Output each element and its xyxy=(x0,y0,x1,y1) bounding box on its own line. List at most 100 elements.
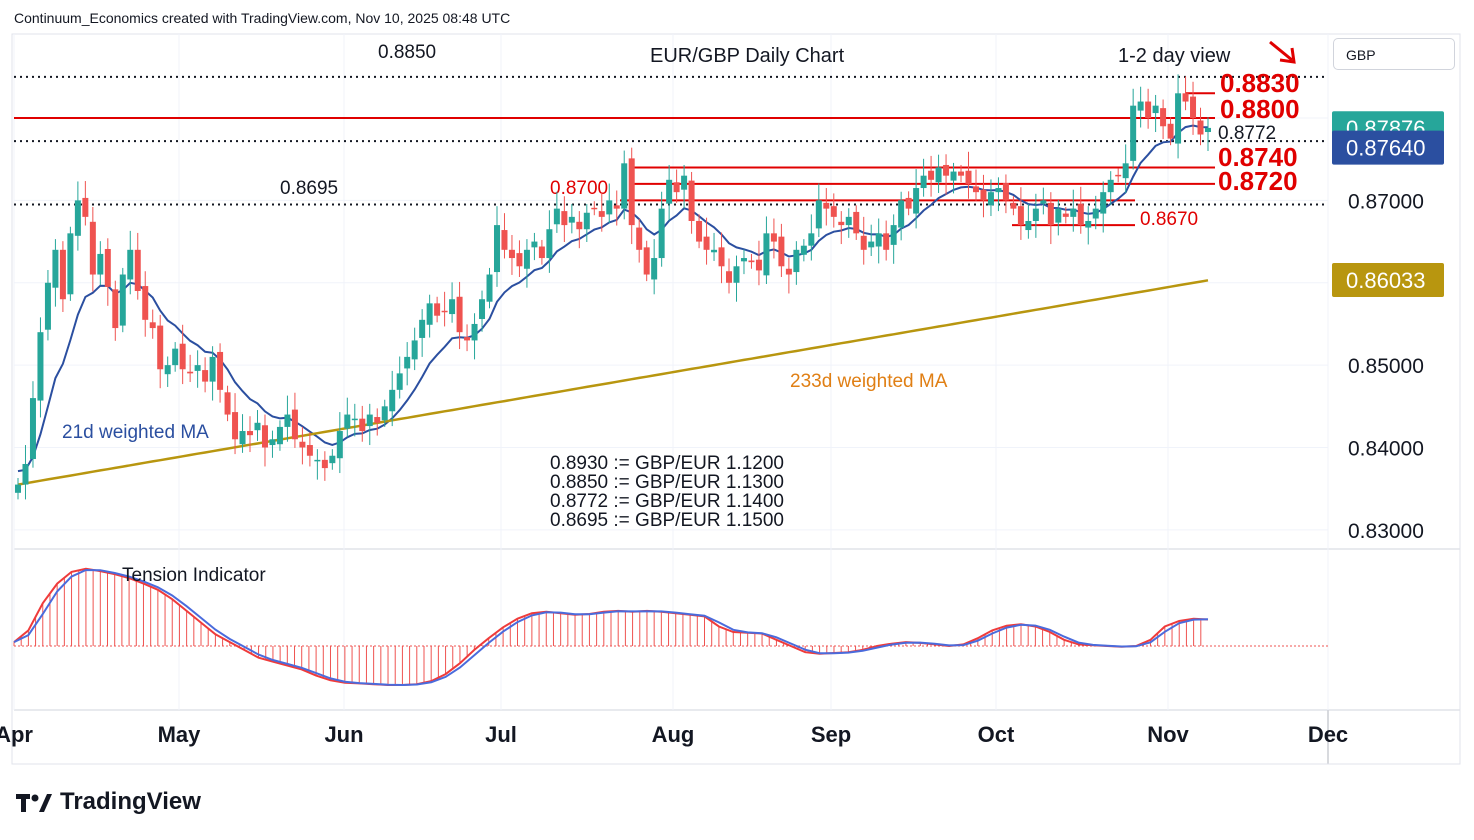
candle-body xyxy=(845,216,852,226)
candle-body xyxy=(928,170,935,180)
candle-body xyxy=(1107,179,1114,193)
candle-body xyxy=(344,414,351,429)
candle-body xyxy=(172,348,179,366)
brand-name: TradingView xyxy=(60,788,201,815)
candle-body xyxy=(523,249,530,269)
candle-body xyxy=(464,337,471,341)
candle-body xyxy=(119,274,126,326)
indicator-label: Tension Indicator xyxy=(122,565,266,586)
candle-body xyxy=(621,163,628,209)
ma233-label: 233d weighted MA xyxy=(790,371,948,392)
candle-body xyxy=(149,322,156,329)
candle-body xyxy=(666,179,673,204)
candle-body xyxy=(905,197,912,209)
candle-body xyxy=(576,221,583,230)
level-label: 0.8700 xyxy=(550,178,608,199)
conversion-note-2: 0.8850 := GBP/EUR 1.1300 xyxy=(550,472,784,493)
candle-body xyxy=(688,180,695,221)
candle-body xyxy=(785,268,792,275)
candle-body xyxy=(980,189,987,201)
candle-body xyxy=(1002,183,1009,201)
candle-body xyxy=(261,425,268,448)
candle-body xyxy=(44,282,51,330)
candle-body xyxy=(995,188,1002,193)
candle-body xyxy=(972,186,979,193)
price-tick-label: 0.87000 xyxy=(1348,190,1424,213)
candle-body xyxy=(591,207,598,210)
candle-body xyxy=(830,206,837,217)
level-label: 0.8772 xyxy=(1218,123,1276,144)
candle-body xyxy=(157,325,164,370)
candle-body xyxy=(1040,200,1047,204)
candle-body xyxy=(628,158,635,226)
candle-body xyxy=(1085,220,1092,228)
candle-body xyxy=(1137,101,1144,111)
candle-body xyxy=(838,221,845,226)
candle-body xyxy=(546,229,553,259)
candle-body xyxy=(194,365,201,371)
candle-body xyxy=(1182,93,1189,102)
level-label: 0.8830 xyxy=(1220,68,1300,98)
month-label: Jun xyxy=(324,722,363,747)
candle-body xyxy=(67,233,74,295)
chart-subtitle: 1-2 day view xyxy=(1118,45,1231,67)
candle-body xyxy=(396,373,403,390)
candle-body xyxy=(868,241,875,248)
level-label: 0.8670 xyxy=(1140,209,1198,230)
price-badge-ma21: 0.87640 xyxy=(1332,130,1444,165)
candle-body xyxy=(232,412,239,440)
conversion-note-3: 0.8772 := GBP/EUR 1.1400 xyxy=(550,491,784,512)
candle-body xyxy=(127,249,134,280)
candle-body xyxy=(89,221,96,275)
level-label: 0.8740 xyxy=(1218,142,1298,172)
month-label: Jul xyxy=(485,722,517,747)
candle-body xyxy=(763,233,770,276)
candle-body xyxy=(321,459,328,469)
candle-body xyxy=(508,249,515,259)
price-tick-label: 0.84000 xyxy=(1348,438,1424,461)
currency-selector[interactable]: GBP xyxy=(1333,38,1455,70)
candle-body xyxy=(718,247,725,267)
level-label: 0.8695 xyxy=(280,178,338,199)
time-axis[interactable]: Apr May Jun Jul Aug Sep Oct Nov Dec xyxy=(0,722,1348,747)
candle-body xyxy=(179,343,186,370)
candle-body xyxy=(860,235,867,250)
candle-body xyxy=(441,310,448,313)
candle-body xyxy=(733,266,740,283)
month-label: Nov xyxy=(1147,722,1189,747)
candlestick-series xyxy=(15,74,1211,500)
candle-body xyxy=(681,175,688,190)
level-label: 0.8850 xyxy=(378,42,436,63)
tension-indicator-panel xyxy=(13,567,1328,687)
candle-body xyxy=(104,248,111,287)
candle-body xyxy=(598,211,605,217)
month-label: Aug xyxy=(652,722,695,747)
candle-body xyxy=(314,459,321,462)
candle-body xyxy=(965,170,972,184)
candle-body xyxy=(1130,105,1137,161)
candle-body xyxy=(711,249,718,253)
price-badge-value: 0.86033 xyxy=(1346,268,1426,293)
candle-body xyxy=(269,439,276,446)
ma21-line xyxy=(17,124,1209,473)
candle-body xyxy=(299,441,306,448)
candle-body xyxy=(853,211,860,234)
candle-body xyxy=(935,167,942,183)
candle-body xyxy=(52,249,59,288)
candle-body xyxy=(823,202,830,209)
month-label: Oct xyxy=(978,722,1015,747)
candle-body xyxy=(987,192,994,206)
candle-body xyxy=(471,323,478,341)
candle-body xyxy=(29,398,36,460)
price-tick-label: 0.85000 xyxy=(1348,355,1424,378)
tradingview-brand[interactable]: TradingView xyxy=(16,788,201,816)
price-badge-box xyxy=(1332,263,1444,298)
price-axis[interactable]: 0.830000.840000.850000.860000.870000.880… xyxy=(1348,108,1424,543)
level-label: 0.8800 xyxy=(1220,94,1300,124)
candle-body xyxy=(404,356,411,369)
candle-body xyxy=(651,258,658,280)
candle-body xyxy=(254,422,261,431)
candle-body xyxy=(1190,96,1197,119)
month-label: Apr xyxy=(0,722,33,747)
